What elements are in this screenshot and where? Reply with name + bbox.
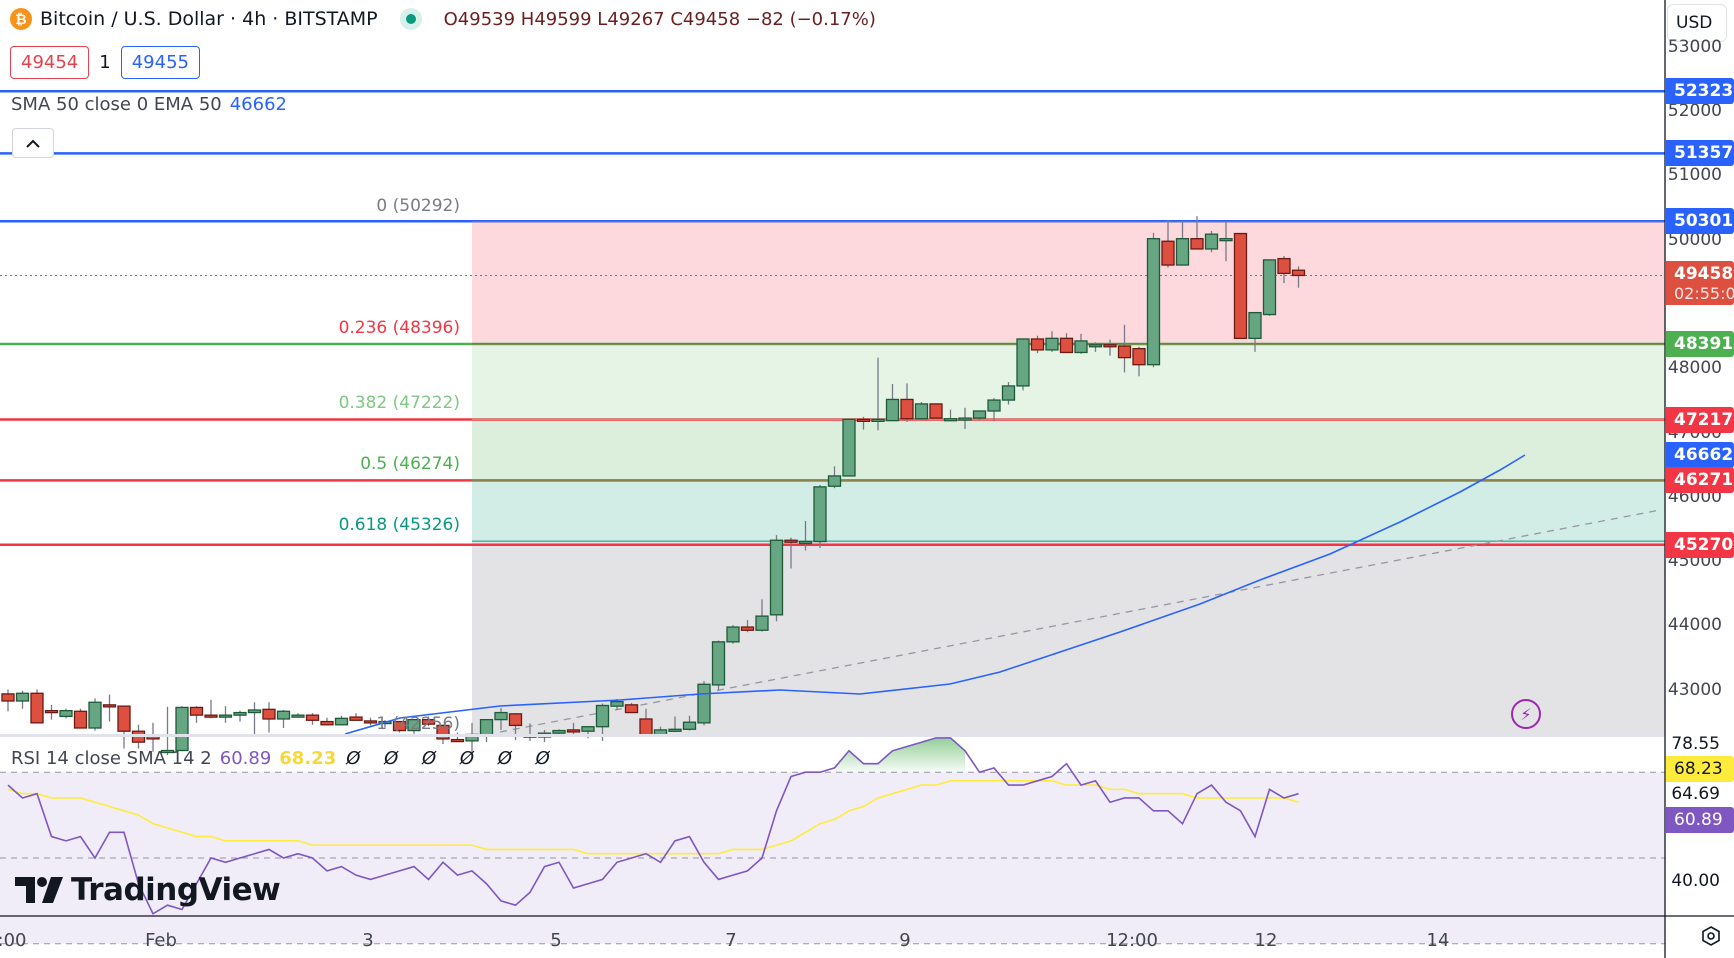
lightning-icon[interactable]: ⚡	[1511, 699, 1541, 729]
ohlc-values: O49539 H49599 L49267 C49458 −82 (−0.17%)	[443, 8, 876, 30]
price-tag: 48391	[1666, 331, 1734, 358]
price-tag: 46271	[1666, 467, 1734, 494]
rsi-sma-value: 68.23	[279, 748, 337, 769]
chevron-up-icon	[26, 139, 40, 148]
time-tick: 3	[362, 930, 374, 951]
rsi-tick: 78.55	[1671, 734, 1720, 754]
rsi-tick: 40.00	[1671, 871, 1720, 891]
fib-level-label: 0 (50292)	[376, 195, 460, 216]
time-tick: 12	[1254, 930, 1278, 951]
price-tick: 50000	[1667, 229, 1722, 250]
tradingview-logo[interactable]: TradingView	[15, 872, 281, 908]
fib-level-label: 0.236 (48396)	[338, 317, 460, 338]
price-tag: 49458 02:55:0	[1666, 261, 1734, 306]
rsi-na-values: Ø Ø Ø Ø Ø Ø	[346, 748, 559, 769]
collapse-legend-button[interactable]	[12, 128, 54, 158]
price-tag: 46662	[1666, 442, 1734, 469]
price-tag: 50301	[1666, 208, 1734, 235]
time-tick: 9	[899, 930, 911, 951]
price-tick: 53000	[1667, 36, 1722, 57]
time-tick: 5	[550, 930, 562, 951]
price-tick: 44000	[1667, 615, 1722, 636]
price-tag: 51357	[1666, 140, 1734, 167]
sell-button[interactable]: 49454	[10, 46, 90, 79]
rsi-tag: 68.23	[1666, 756, 1734, 782]
time-tick: Feb	[145, 930, 177, 951]
ema-indicator-legend[interactable]: SMA 50 close 0 EMA 50 46662	[11, 94, 287, 115]
settings-icon[interactable]	[1700, 925, 1722, 947]
fib-level-label: 0.382 (47222)	[338, 393, 460, 414]
time-tick: 14	[1426, 930, 1450, 951]
tradingview-logo-text: TradingView	[71, 872, 281, 908]
time-tick: 7	[725, 930, 737, 951]
quantity-value[interactable]: 1	[99, 52, 111, 73]
price-tag: 52323	[1666, 78, 1734, 105]
fib-level-label: 0.618 (45326)	[338, 515, 460, 536]
price-tag: 45270	[1666, 531, 1734, 558]
symbol-legend[interactable]: ₿ Bitcoin / U.S. Dollar · 4h · BITSTAMP …	[10, 8, 876, 30]
tradingview-logo-icon	[15, 877, 63, 903]
fib-level-label: 1 (42256)	[376, 714, 460, 734]
fib-level-label: 0.5 (46274)	[360, 454, 460, 475]
price-tick: 52000	[1667, 101, 1722, 121]
time-tick: :00	[0, 930, 27, 951]
price-tick: 51000	[1667, 165, 1722, 186]
trade-panel: 49454 1 49455	[10, 46, 200, 79]
time-tick: 12:00	[1106, 930, 1158, 951]
rsi-indicator-legend[interactable]: RSI 14 close SMA 14 2 60.89 68.23 Ø Ø Ø Ø Ø…	[11, 748, 559, 769]
price-tick: 43000	[1667, 679, 1722, 700]
price-tag: 47217	[1666, 406, 1734, 433]
rsi-value: 60.89	[219, 748, 272, 769]
rsi-label: RSI 14 close SMA 14 2	[11, 748, 212, 769]
ema-value: 46662	[229, 94, 287, 115]
price-tick: 48000	[1667, 358, 1722, 379]
symbol-title[interactable]: Bitcoin / U.S. Dollar · 4h · BITSTAMP	[40, 8, 378, 30]
ema-label: SMA 50 close 0 EMA 50	[11, 94, 222, 115]
rsi-tick: 64.69	[1671, 784, 1720, 804]
currency-selector[interactable]: USD	[1667, 4, 1727, 42]
market-open-icon	[399, 8, 422, 30]
buy-button[interactable]: 49455	[120, 46, 200, 79]
rsi-tag: 60.89	[1666, 807, 1734, 833]
bitcoin-icon: ₿	[10, 8, 32, 30]
